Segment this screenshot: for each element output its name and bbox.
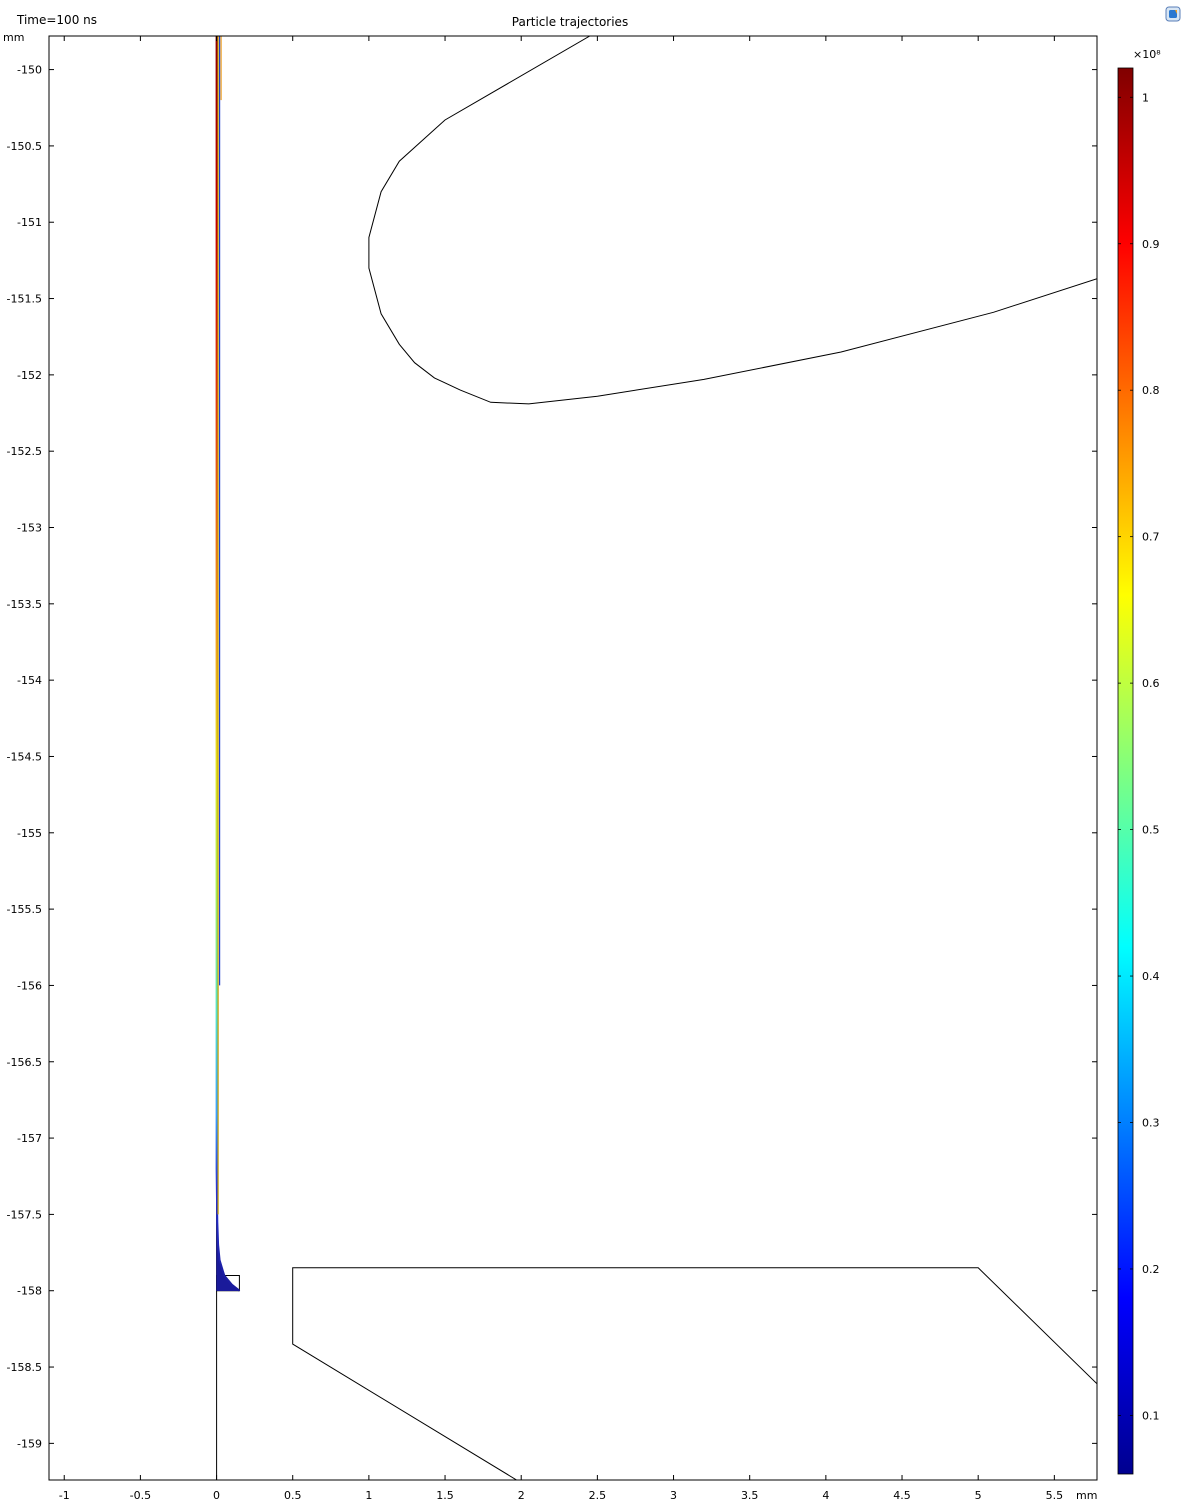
y-tick-label: -150.5 [7,140,42,153]
colorbar-tick-label: 0.6 [1142,677,1160,690]
colorbar-ticks: 1 0.9 0.8 0.7 0.6 0.5 0.4 0.3 0.2 0.1 [1118,91,1160,1422]
y-axis: -150 -150.5 -151 -151.5 -152 -152.5 -153 -153.5… [7,64,1097,1450]
colorbar-tick-label: 0.5 [1142,824,1160,837]
plot-frame [48,35,1098,1481]
trajectory-0 [215,36,241,1292]
y-tick-label: -157 [17,1132,42,1145]
x-tick-label: -0.5 [130,1489,151,1502]
x-tick-label: 0.5 [284,1489,302,1502]
colorbar-gradient [1117,67,1134,1475]
y-tick-label: -153 [17,522,42,535]
x-tick-label: 0 [213,1489,220,1502]
x-tick-label: 3 [670,1489,677,1502]
y-tick-label: -151 [17,216,42,229]
x-tick-label: 3.5 [741,1489,759,1502]
y-tick-label: -157.5 [7,1208,42,1221]
colorbar-tick-label: 0.9 [1142,238,1160,251]
x-tick-label: 1 [365,1489,372,1502]
trajectory-fan [216,1168,241,1291]
colorbar-exponent: ×10⁸ [1133,48,1161,61]
trajectory-layer [215,36,241,1292]
y-unit-label: mm [3,31,24,44]
x-tick-label: 5.5 [1046,1489,1064,1502]
colorbar-tick-label: 0.2 [1142,1263,1160,1276]
upper-electrode-outline [368,36,1097,405]
x-tick-label: 5 [975,1489,982,1502]
y-tick-label: -154.5 [7,750,42,763]
x-tick-label: 1.5 [436,1489,454,1502]
x-tick-label: 4 [822,1489,829,1502]
colorbar-tick-label: 0.3 [1142,1117,1160,1130]
time-label: Time=100 ns [16,13,97,27]
lower-electrode-outline [292,1267,1097,1480]
x-tick-label: 4.5 [893,1489,911,1502]
x-tick-label: -1 [59,1489,70,1502]
chart-title: Particle trajectories [512,15,628,29]
y-tick-label: -155.5 [7,903,42,916]
x-axis: -1 -0.5 0 0.5 1 1.5 2 2.5 3 3.5 4 4.5 5 5.5 [59,36,1063,1502]
y-tick-label: -154 [17,674,42,687]
colorbar: ×10⁸ 1 0.9 0.8 0.7 0.6 0.5 0.4 0.3 0.2 0.1 [1117,48,1161,1475]
colorbar-tick-label: 1 [1142,91,1149,104]
y-tick-label: -158.5 [7,1361,42,1374]
colorbar-tick-label: 0.7 [1142,531,1160,544]
geometry-layer [216,36,1097,1480]
y-tick-label: -156.5 [7,1056,42,1069]
y-tick-label: -152 [17,369,42,382]
colorbar-tick-label: 0.1 [1142,1409,1160,1422]
plot-area [215,36,1097,1480]
x-unit-label: mm [1076,1489,1097,1502]
colorbar-tick-label: 0.8 [1142,384,1160,397]
x-tick-label: 2.5 [589,1489,607,1502]
y-tick-label: -156 [17,979,42,992]
y-tick-label: -151.5 [7,293,42,306]
comsol-logo-icon[interactable] [1165,6,1181,22]
x-tick-label: 2 [518,1489,525,1502]
y-tick-label: -158 [17,1285,42,1298]
y-tick-label: -152.5 [7,445,42,458]
colorbar-tick-label: 0.4 [1142,970,1160,983]
y-tick-label: -150 [17,64,42,77]
y-tick-label: -159 [17,1437,42,1450]
y-tick-label: -153.5 [7,598,42,611]
y-tick-label: -155 [17,827,42,840]
